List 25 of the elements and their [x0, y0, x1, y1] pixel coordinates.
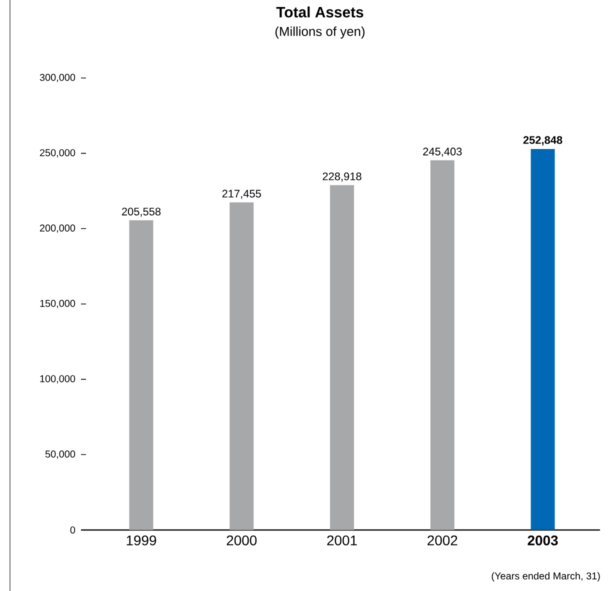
data-label: 228,918	[322, 172, 362, 182]
text: (Years ended March, 31)	[492, 572, 600, 582]
y-tick-label: 150,000	[40, 300, 76, 308]
bar	[330, 185, 354, 530]
bar	[129, 220, 154, 530]
y-tick-label: 250,000	[40, 149, 76, 158]
x-tick-label: 1999	[126, 535, 156, 546]
chart-title: Total Assets	[276, 6, 364, 18]
y-tick-label: 100,000	[40, 375, 76, 384]
x-tick-label: 2000	[226, 535, 257, 546]
x-tick-label: 2001	[327, 535, 357, 546]
data-label: 245,403	[423, 148, 462, 157]
data-label: 205,558	[122, 208, 161, 217]
y-tick-label: 300,000	[40, 74, 76, 82]
bar	[430, 160, 454, 530]
x-tick-label: 2003	[528, 535, 558, 546]
y-tick-label: 0	[70, 526, 76, 534]
y-tick-label: 50,000	[45, 450, 76, 459]
bar	[530, 149, 555, 530]
data-label: 252,848	[523, 136, 562, 146]
x-tick-label: 2002	[428, 535, 458, 546]
bar	[230, 202, 254, 530]
data-label: 217,455	[222, 190, 261, 199]
chart-subtitle: (Millions of yen)	[275, 26, 365, 39]
y-tick-label: 200,000	[40, 224, 76, 233]
